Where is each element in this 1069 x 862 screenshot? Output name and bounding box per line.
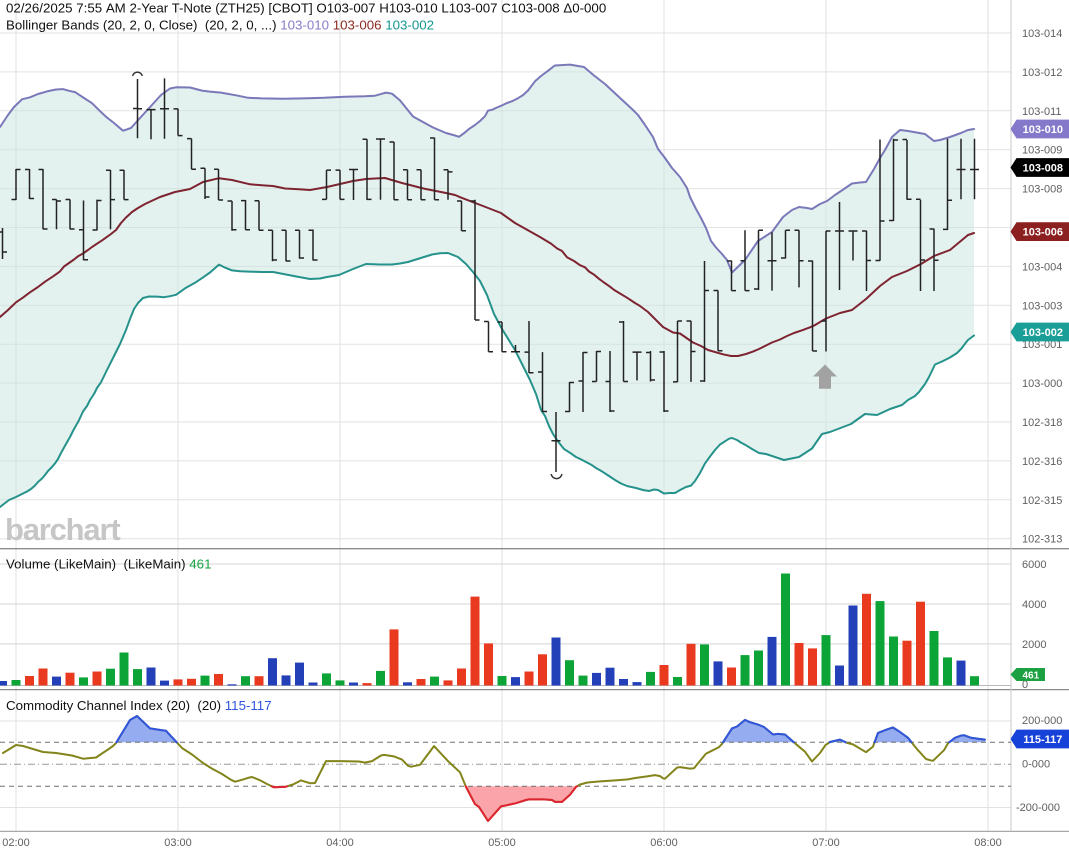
svg-text:103-006: 103-006 <box>1023 227 1063 239</box>
svg-text:102-318: 102-318 <box>1022 417 1062 429</box>
svg-text:103-008: 103-008 <box>1022 184 1062 196</box>
svg-text:102-316: 102-316 <box>1022 456 1062 468</box>
svg-text:05:00: 05:00 <box>488 837 516 849</box>
svg-text:103-010: 103-010 <box>1023 124 1063 136</box>
svg-text:461: 461 <box>1022 671 1039 682</box>
svg-text:103-009: 103-009 <box>1022 145 1062 157</box>
svg-text:2000: 2000 <box>1022 639 1046 651</box>
svg-text:02/26/2025 7:55 AM 2-Year T-No: 02/26/2025 7:55 AM 2-Year T-Note (ZTH25)… <box>6 1 606 16</box>
svg-text:0: 0 <box>1022 679 1028 691</box>
svg-text:Volume (LikeMain) (LikeMain): Volume (LikeMain) (LikeMain) 461 <box>6 557 211 572</box>
svg-text:103-001: 103-001 <box>1022 339 1062 351</box>
svg-text:03:00: 03:00 <box>164 837 192 849</box>
svg-text:103-002: 103-002 <box>1023 327 1063 339</box>
svg-text:102-315: 102-315 <box>1022 495 1062 507</box>
svg-text:4000: 4000 <box>1022 599 1046 611</box>
svg-text:115-117: 115-117 <box>1023 734 1062 746</box>
svg-text:Commodity Channel Index (20): Commodity Channel Index (20) (20) 115-11… <box>6 698 272 713</box>
svg-text:06:00: 06:00 <box>650 837 678 849</box>
svg-text:Bollinger Bands (20, 2, 0, Clo: Bollinger Bands (20, 2, 0, Close) (20, 2… <box>6 18 434 33</box>
svg-text:02:00: 02:00 <box>2 837 30 849</box>
svg-text:103-014: 103-014 <box>1022 28 1062 40</box>
svg-text:08:00: 08:00 <box>974 837 1002 849</box>
svg-text:barchart: barchart <box>5 512 120 547</box>
svg-text:103-011: 103-011 <box>1022 106 1062 118</box>
svg-text:07:00: 07:00 <box>812 837 840 849</box>
svg-text:102-313: 102-313 <box>1022 534 1062 546</box>
svg-text:-200-000: -200-000 <box>1016 802 1060 814</box>
svg-text:103-004: 103-004 <box>1022 261 1062 273</box>
svg-text:6000: 6000 <box>1022 559 1046 571</box>
svg-text:200-000: 200-000 <box>1022 715 1062 727</box>
svg-text:0-000: 0-000 <box>1022 759 1050 771</box>
svg-text:103-000: 103-000 <box>1022 378 1062 390</box>
svg-text:103-012: 103-012 <box>1022 67 1062 79</box>
svg-text:04:00: 04:00 <box>326 837 354 849</box>
svg-text:103-003: 103-003 <box>1022 300 1062 312</box>
svg-text:103-008: 103-008 <box>1023 163 1063 175</box>
